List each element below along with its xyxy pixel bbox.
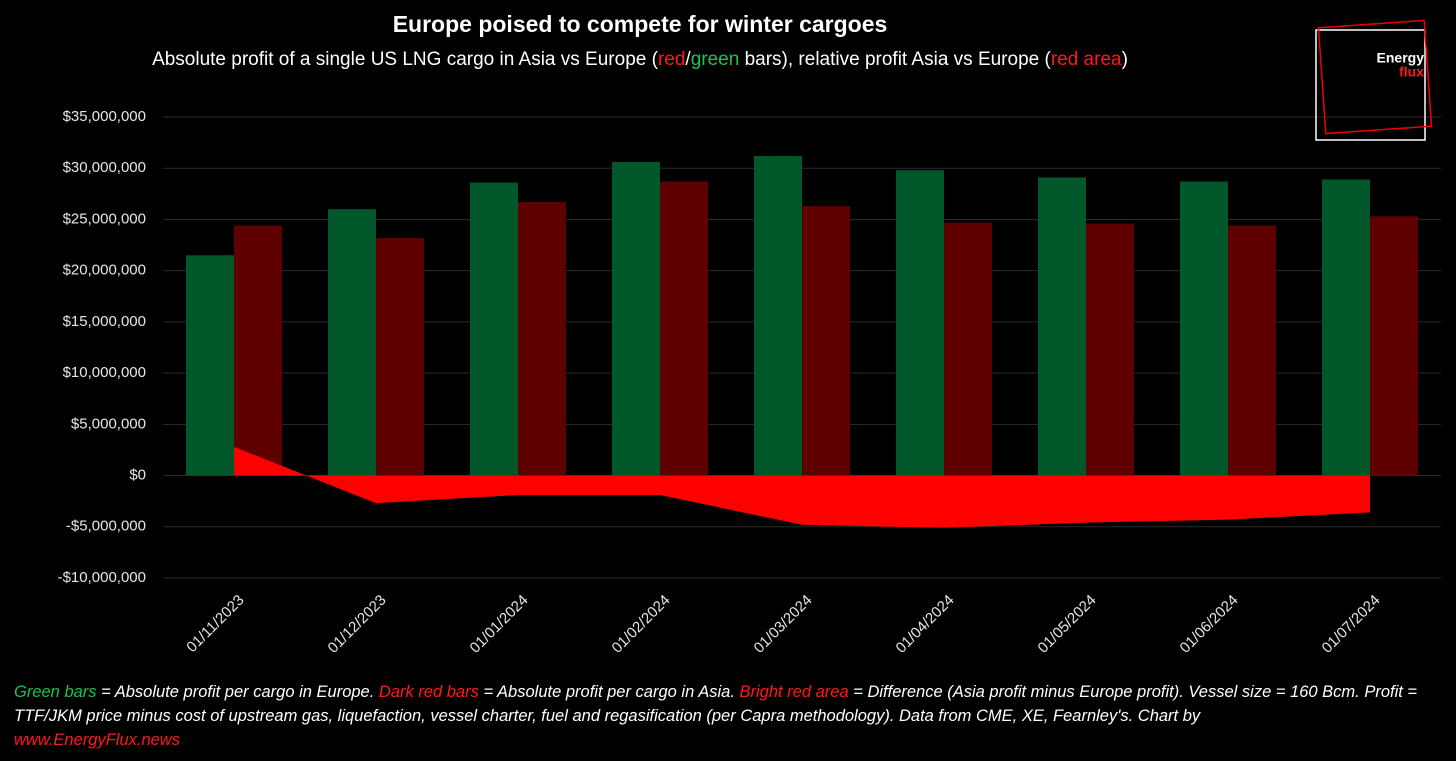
- logo-frame: [1317, 19, 1433, 135]
- bar: [1086, 223, 1134, 476]
- y-tick-label: $25,000,000: [63, 210, 146, 227]
- y-tick-label: $10,000,000: [63, 364, 146, 381]
- y-tick-label: $5,000,000: [71, 415, 146, 432]
- subtitle-part: red: [658, 49, 685, 70]
- x-tick-label: 01/01/2024: [467, 592, 532, 657]
- y-tick-label: -$5,000,000: [66, 518, 146, 535]
- subtitle-part: ): [1122, 49, 1128, 70]
- subtitle-part: bars), relative profit Asia vs Europe (: [739, 49, 1051, 70]
- subtitle-part: green: [691, 49, 740, 70]
- footnote-part: = Absolute profit per cargo in Europe.: [96, 683, 379, 701]
- subtitle-part: /: [685, 49, 691, 70]
- y-tick-label: $15,000,000: [63, 313, 146, 330]
- chart-title: Europe poised to compete for winter carg…: [393, 11, 888, 37]
- bar: [944, 222, 992, 476]
- bar: [754, 155, 802, 476]
- footnote: Green bars = Absolute profit per cargo i…: [14, 680, 1444, 752]
- bar: [1228, 225, 1276, 476]
- logo-frame: [1315, 29, 1426, 141]
- x-tick-label: 01/07/2024: [1319, 592, 1384, 657]
- x-tick-label: 01/11/2023: [183, 592, 247, 656]
- bar: [660, 181, 708, 476]
- bar: [186, 255, 234, 476]
- footnote-part: = Absolute profit per cargo in Asia.: [478, 683, 740, 701]
- footnote-part: = Difference (Asia profit minus Europe p…: [14, 683, 1418, 725]
- y-tick-label: $30,000,000: [63, 159, 146, 176]
- subtitle-part: red area: [1051, 49, 1122, 70]
- y-tick-label: $0: [129, 467, 146, 484]
- footnote-part: www.EnergyFlux.news: [14, 731, 180, 749]
- subtitle-part: Absolute profit of a single US LNG cargo…: [152, 49, 659, 70]
- bar: [234, 225, 282, 476]
- x-tick-label: 01/06/2024: [1177, 592, 1242, 657]
- bar: [518, 202, 566, 476]
- marks: [186, 155, 1418, 528]
- x-tick-label: 01/03/2024: [751, 592, 816, 657]
- y-tick-label: $20,000,000: [63, 262, 146, 279]
- x-tick-label: 01/02/2024: [609, 592, 674, 657]
- y-tick-label: $35,000,000: [63, 108, 146, 125]
- bar: [470, 182, 518, 476]
- bar: [802, 206, 850, 476]
- footnote-part: Bright red area: [739, 683, 849, 701]
- footnote-part: Green bars: [14, 683, 97, 701]
- x-tick-label: 01/04/2024: [893, 592, 958, 657]
- bar: [1038, 177, 1086, 476]
- bar: [896, 170, 944, 476]
- bar: [612, 162, 660, 476]
- x-tick-label: 01/05/2024: [1035, 592, 1100, 657]
- bar: [1370, 216, 1418, 476]
- bar: [376, 237, 424, 476]
- y-tick-label: -$10,000,000: [58, 569, 146, 586]
- bar: [328, 209, 376, 476]
- chart-subtitle: Absolute profit of a single US LNG cargo…: [152, 49, 1128, 70]
- bar: [1180, 181, 1228, 476]
- logo-text: Energy: [1377, 50, 1425, 66]
- area: [234, 446, 1370, 528]
- logo-text: flux: [1399, 64, 1424, 80]
- bar: [1322, 179, 1370, 476]
- x-tick-label: 01/12/2023: [325, 592, 390, 657]
- footnote-part: Dark red bars: [378, 683, 479, 701]
- logo: Energy flux: [1315, 19, 1433, 141]
